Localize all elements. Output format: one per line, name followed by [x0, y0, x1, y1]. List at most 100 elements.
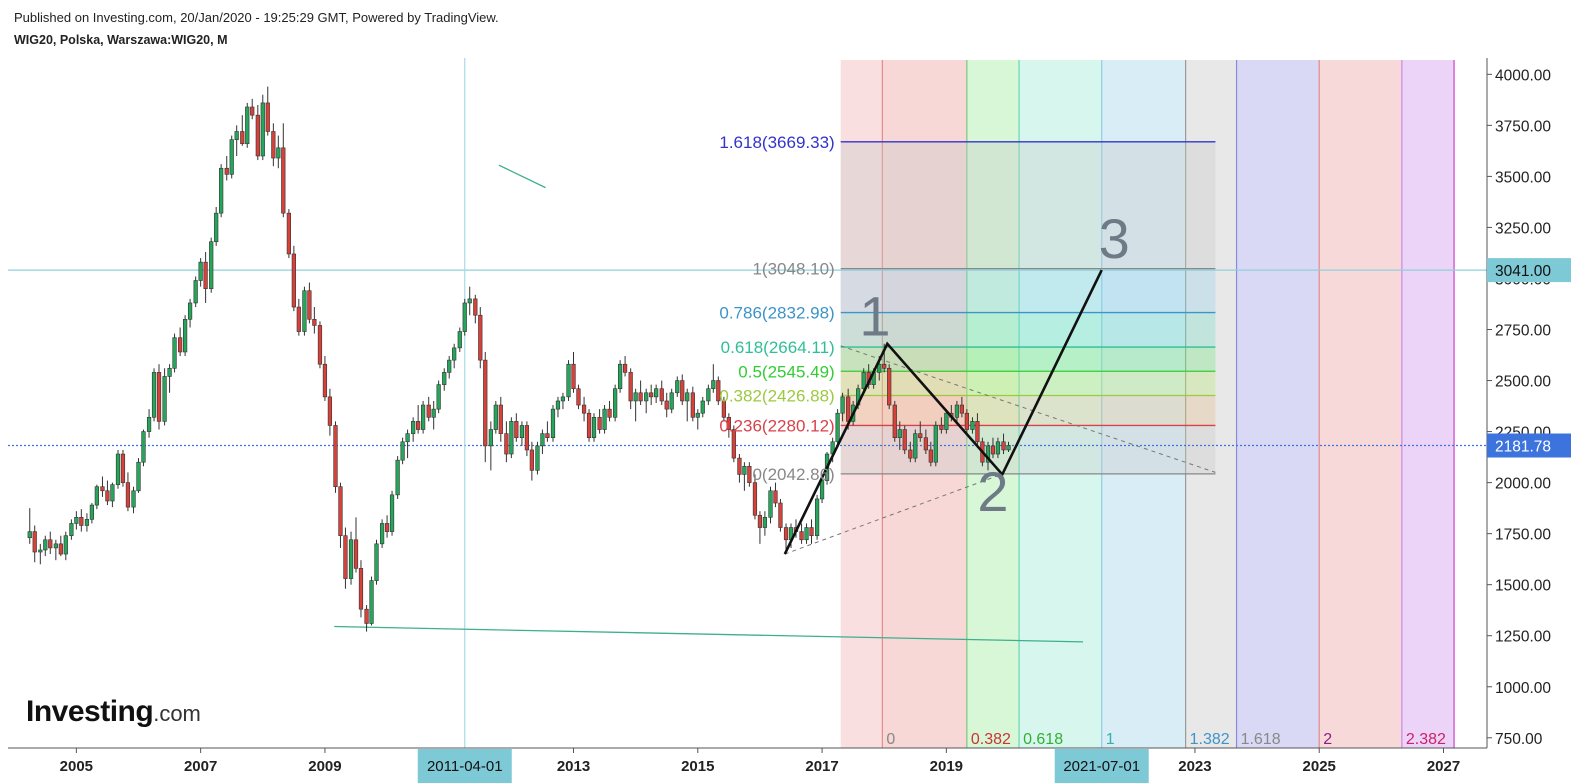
candle [721, 396, 726, 422]
candle-body [995, 441, 1001, 455]
fib-band [840, 268, 1216, 313]
candle-body [711, 380, 716, 390]
candle-body [348, 539, 354, 579]
candle-body [141, 431, 146, 463]
candle-body [990, 445, 996, 455]
candle [550, 405, 556, 442]
candle [649, 384, 654, 406]
candle [447, 356, 452, 379]
candle [680, 374, 685, 406]
fib-time-zones [840, 60, 1455, 748]
candle [607, 400, 612, 422]
time-zone-label: 0 [886, 731, 895, 748]
candle [462, 298, 467, 336]
candle-body [38, 549, 43, 553]
candle-body [436, 384, 441, 410]
candle [374, 539, 379, 585]
candle-body [400, 441, 405, 461]
candle-body [975, 421, 980, 443]
candle [322, 356, 328, 401]
candle [861, 368, 866, 393]
candle-body [519, 425, 525, 439]
y-tick-label: 4000.00 [1495, 67, 1551, 84]
candle-body [540, 433, 545, 447]
candle [571, 351, 576, 393]
candle-body [628, 372, 633, 402]
y-tick-label: 3250.00 [1495, 220, 1551, 237]
candle-body [783, 527, 789, 541]
candle-body [167, 367, 172, 377]
candle [105, 480, 110, 506]
candle [602, 405, 607, 434]
candle [902, 425, 907, 455]
candle [617, 360, 623, 393]
fib-level-label: 1(3048.10) [752, 260, 834, 279]
candle [664, 392, 669, 418]
candle [291, 245, 296, 312]
candle-body [421, 404, 426, 430]
candle-body [379, 523, 385, 545]
candle [79, 509, 84, 532]
candle [757, 511, 763, 544]
candle [178, 327, 183, 357]
candle-body [985, 445, 991, 463]
candle-body [757, 514, 763, 528]
candle-body [706, 388, 711, 402]
candle-body [162, 376, 167, 422]
candle-body [680, 380, 685, 402]
time-zone-band [1185, 60, 1237, 748]
candle-body [286, 212, 291, 255]
candle-body [1001, 441, 1006, 451]
candle [115, 449, 121, 489]
candle [498, 396, 503, 442]
candle-body [1006, 445, 1011, 451]
candle [389, 490, 395, 536]
elliott-waves: 1 2 3 [783, 207, 1130, 555]
candle [509, 417, 514, 459]
candle-body [198, 261, 203, 281]
candle [939, 417, 944, 434]
candle [120, 449, 126, 487]
candle-body [809, 527, 814, 536]
candle-body [498, 404, 503, 434]
candle [1001, 433, 1006, 455]
candle [416, 405, 421, 434]
candle-body [514, 421, 519, 439]
candle-body [607, 408, 612, 418]
time-zone-label: 0.382 [971, 731, 1011, 748]
axes [8, 58, 1488, 749]
time-zone-label: 1 [1106, 731, 1115, 748]
time-zone-band [1236, 60, 1320, 748]
candle-body [229, 139, 234, 175]
candle [240, 115, 245, 146]
candle-body [234, 131, 239, 140]
trendline [498, 164, 546, 189]
wave-path [783, 269, 1103, 555]
candle [747, 462, 752, 487]
candle [597, 409, 602, 434]
candle-body [478, 314, 483, 361]
time-zone-label: 1.382 [1190, 731, 1230, 748]
candle-body [887, 367, 892, 406]
candle-body [591, 416, 597, 439]
fib-level-labels: 0(2042.86) 0.236(2280.12) 0.382(2426.88) 0.… [719, 133, 834, 484]
candle-body [644, 392, 649, 402]
candle-body [53, 543, 58, 549]
x-tick-label: 2005 [60, 758, 93, 775]
candle-body [74, 517, 79, 524]
candle [89, 503, 95, 524]
candle-body [509, 421, 514, 455]
candle [638, 380, 643, 406]
candle [187, 298, 193, 328]
candle [737, 454, 742, 483]
candle [716, 376, 721, 406]
time-zone-band [882, 60, 967, 748]
candle-body [675, 380, 680, 394]
candle-body [89, 504, 95, 520]
candle [995, 437, 1001, 459]
x-marker-label: 2021-07-01 [1063, 758, 1140, 775]
candle-body [374, 543, 379, 581]
candle [94, 484, 99, 510]
candle-body [291, 253, 296, 308]
